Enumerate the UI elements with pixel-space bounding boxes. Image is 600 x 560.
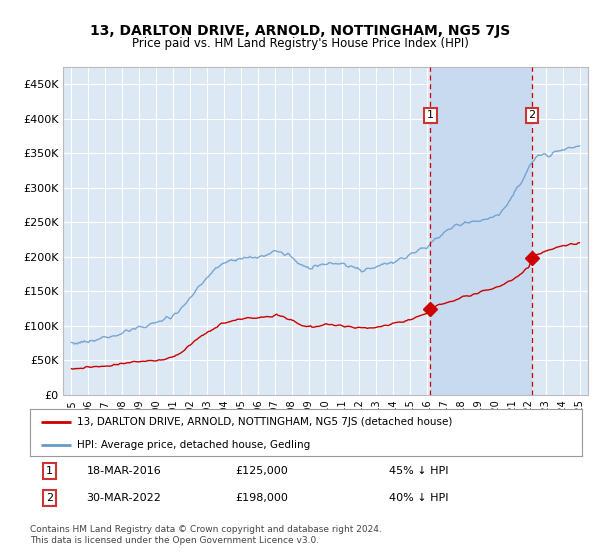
Text: 40% ↓ HPI: 40% ↓ HPI [389, 493, 448, 503]
Text: Price paid vs. HM Land Registry's House Price Index (HPI): Price paid vs. HM Land Registry's House … [131, 37, 469, 50]
Text: Contains HM Land Registry data © Crown copyright and database right 2024.
This d: Contains HM Land Registry data © Crown c… [30, 525, 382, 545]
Text: HPI: Average price, detached house, Gedling: HPI: Average price, detached house, Gedl… [77, 440, 310, 450]
Text: 2: 2 [529, 110, 536, 120]
Text: 18-MAR-2016: 18-MAR-2016 [86, 466, 161, 476]
Text: 45% ↓ HPI: 45% ↓ HPI [389, 466, 448, 476]
Text: 30-MAR-2022: 30-MAR-2022 [86, 493, 161, 503]
Text: 2: 2 [46, 493, 53, 503]
Bar [430, 67, 532, 395]
Text: 13, DARLTON DRIVE, ARNOLD, NOTTINGHAM, NG5 7JS (detached house): 13, DARLTON DRIVE, ARNOLD, NOTTINGHAM, N… [77, 417, 452, 427]
Text: 1: 1 [427, 110, 434, 120]
Text: 13, DARLTON DRIVE, ARNOLD, NOTTINGHAM, NG5 7JS: 13, DARLTON DRIVE, ARNOLD, NOTTINGHAM, N… [90, 24, 510, 38]
Text: 1: 1 [46, 466, 53, 476]
Text: £198,000: £198,000 [235, 493, 288, 503]
Text: £125,000: £125,000 [235, 466, 288, 476]
